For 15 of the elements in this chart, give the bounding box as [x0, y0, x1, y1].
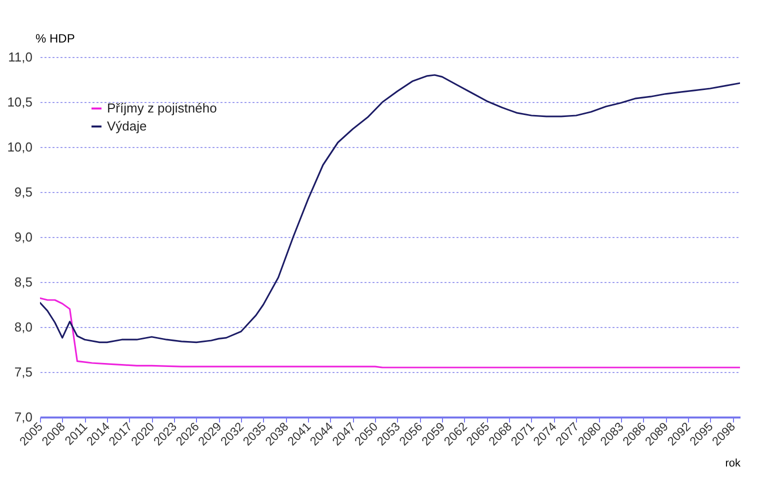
y-tick-label: 8,0 [14, 320, 32, 334]
legend-label: Výdaje [107, 118, 147, 134]
y-axis-title: % HDP [36, 32, 75, 46]
y-tick-label: 11,0 [8, 50, 32, 64]
y-tick-label: 9,0 [14, 230, 32, 244]
legend-label: Příjmy z pojistného [107, 100, 217, 116]
x-axis-title: rok [725, 458, 741, 470]
y-tick-label: 7,0 [14, 410, 32, 424]
line-series [40, 297, 740, 368]
line-series [40, 74, 740, 344]
y-tick-label: 7,5 [14, 364, 32, 380]
y-tick-label: 8,5 [14, 274, 32, 290]
y-tick-label: 10,5 [7, 94, 32, 110]
y-tick-label: 9,5 [14, 184, 32, 200]
y-tick-label: 10,0 [7, 140, 32, 154]
